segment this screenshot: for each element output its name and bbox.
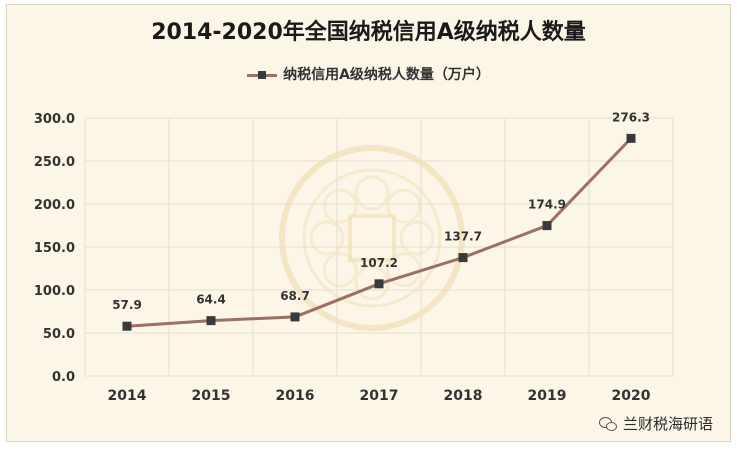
legend-label: 纳税信用A级纳税人数量（万户） — [283, 67, 490, 83]
x-tick-label: 2018 — [444, 388, 483, 404]
y-tick-label: 50.0 — [43, 327, 75, 342]
seal-petal — [309, 220, 345, 256]
data-point — [458, 253, 468, 263]
data-point — [122, 321, 132, 331]
seal-inner-ring — [302, 168, 442, 308]
data-labels: 57.9 64.4 68.7 107.2 137.7 174.9 276.3 — [112, 110, 650, 312]
data-label: 68.7 — [280, 289, 310, 303]
seal-petal — [322, 252, 358, 288]
x-tick-label: 2016 — [276, 388, 315, 404]
data-label: 174.9 — [528, 198, 566, 212]
wechat-icon — [598, 416, 617, 431]
data-point — [626, 133, 636, 143]
y-tick-label: 100.0 — [34, 284, 75, 299]
data-label: 137.7 — [444, 230, 482, 244]
y-tick-label: 250.0 — [34, 155, 75, 170]
data-points — [122, 133, 636, 331]
watermark: 兰财税海研语 — [598, 413, 713, 434]
decorative-seal — [279, 145, 465, 331]
data-point — [206, 316, 216, 326]
x-axis: 2014 2015 2016 2017 2018 2019 2020 — [108, 388, 651, 404]
data-point — [374, 279, 384, 289]
data-label: 64.4 — [196, 293, 226, 307]
seal-petal — [354, 175, 390, 211]
x-tick-label: 2014 — [108, 388, 147, 404]
chart-frame — [6, 4, 731, 442]
seal-ring — [279, 145, 465, 331]
y-tick-label: 150.0 — [34, 241, 75, 256]
grid — [84, 117, 674, 377]
seal-petal — [399, 220, 435, 256]
data-label: 276.3 — [612, 110, 650, 124]
seal-petal — [322, 188, 358, 224]
x-tick-label: 2015 — [192, 388, 231, 404]
x-tick-label: 2020 — [612, 388, 651, 404]
x-tick-label: 2019 — [528, 388, 567, 404]
data-label: 107.2 — [360, 256, 398, 270]
y-axis: 0.0 50.0 100.0 150.0 200.0 250.0 300.0 — [34, 112, 75, 385]
data-point — [542, 221, 552, 231]
legend-marker — [247, 70, 278, 79]
y-tick-label: 200.0 — [34, 198, 75, 213]
legend: 纳税信用A级纳税人数量（万户） — [0, 64, 737, 84]
y-tick-label: 300.0 — [34, 112, 75, 127]
x-tick-label: 2017 — [360, 388, 399, 404]
data-point — [290, 312, 300, 322]
data-label: 57.9 — [112, 298, 142, 312]
seal-petal — [386, 188, 422, 224]
seal-petal — [354, 265, 390, 301]
chart-title: 2014-2020年全国纳税信用A级纳税人数量 — [151, 20, 586, 45]
watermark-text: 兰财税海研语 — [622, 415, 713, 433]
seal-square — [348, 214, 396, 262]
y-tick-label: 0.0 — [52, 370, 75, 385]
